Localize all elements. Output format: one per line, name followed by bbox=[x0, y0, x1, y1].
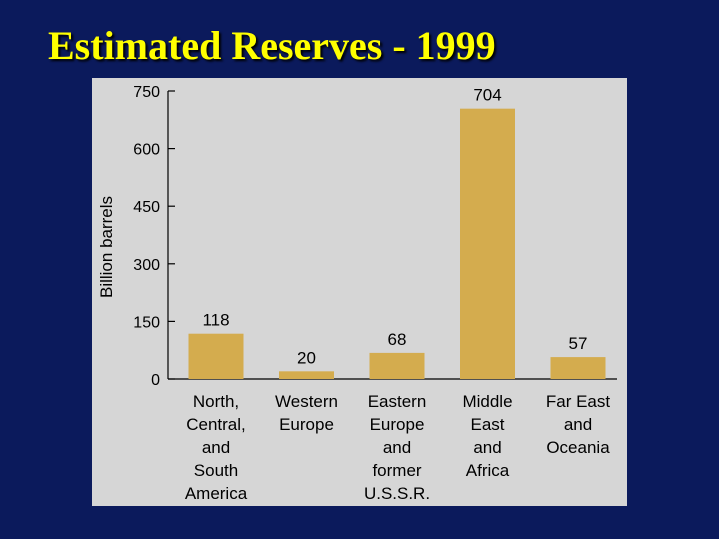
chart-panel: 0 150 300 450 600 750 Billion barrels 118 North… bbox=[92, 78, 627, 506]
category-label-line: Europe bbox=[279, 415, 334, 434]
category-label: Far East and Oceania bbox=[546, 392, 611, 457]
category-label-line: U.S.S.R. bbox=[364, 484, 430, 503]
category-label: North, Central, and South America bbox=[185, 392, 248, 503]
bar-value-label: 68 bbox=[388, 330, 407, 349]
bar bbox=[460, 108, 515, 379]
category-label-line: Western bbox=[275, 392, 338, 411]
bar bbox=[188, 333, 244, 379]
y-tick-label: 300 bbox=[133, 257, 160, 274]
bar bbox=[550, 357, 606, 379]
category-label-line: East bbox=[470, 415, 504, 434]
y-tick-label: 450 bbox=[133, 199, 160, 216]
category-label-line: Europe bbox=[370, 415, 425, 434]
category-label-line: America bbox=[185, 484, 248, 503]
bar-value-label: 57 bbox=[569, 334, 588, 353]
category-label-line: Oceania bbox=[546, 438, 610, 457]
category-label-line: Far East bbox=[546, 392, 611, 411]
axis-layer: 0 150 300 450 600 750 Billion barrels bbox=[97, 84, 617, 389]
y-tick-label: 0 bbox=[151, 372, 160, 389]
category-label-line: Middle bbox=[462, 392, 512, 411]
category-label-line: Central, bbox=[186, 415, 246, 434]
category-label-line: North, bbox=[193, 392, 239, 411]
category-label-line: and bbox=[202, 438, 230, 457]
y-tick-label: 150 bbox=[133, 314, 160, 331]
y-axis-title: Billion barrels bbox=[97, 196, 116, 298]
category-label: Middle East and Africa bbox=[462, 392, 512, 480]
category-label-line: Africa bbox=[466, 461, 510, 480]
label-layer: 118 North, Central, and South America 20 Wester… bbox=[185, 86, 611, 503]
bar-layer bbox=[188, 108, 606, 379]
bar-value-label: 118 bbox=[202, 311, 229, 330]
category-label-line: former bbox=[372, 461, 421, 480]
bar-value-label: 20 bbox=[297, 348, 316, 367]
category-label-line: South bbox=[194, 461, 238, 480]
category-label: Western Europe bbox=[275, 392, 338, 434]
bar-value-label: 704 bbox=[473, 86, 501, 105]
slide-title: Estimated Reserves - 1999 bbox=[48, 23, 496, 68]
category-label-line: and bbox=[383, 438, 411, 457]
bar bbox=[279, 371, 334, 379]
category-label: Eastern Europe and former U.S.S.R. bbox=[364, 392, 430, 503]
bar bbox=[369, 352, 425, 379]
category-label-line: Eastern bbox=[368, 392, 427, 411]
category-label-line: and bbox=[564, 415, 592, 434]
y-tick-label: 600 bbox=[133, 142, 160, 159]
category-label-line: and bbox=[473, 438, 501, 457]
y-tick-label: 750 bbox=[133, 84, 160, 101]
reserves-bar-chart: 0 150 300 450 600 750 Billion barrels 118 North… bbox=[97, 84, 617, 503]
